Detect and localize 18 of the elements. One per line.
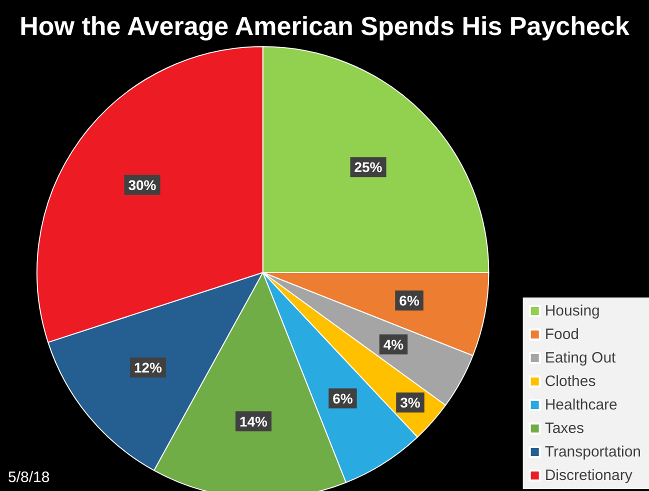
- data-label: 12%: [134, 360, 163, 376]
- legend-label: Transportation: [544, 444, 642, 460]
- legend-label: Taxes: [544, 420, 584, 437]
- data-label: 30%: [128, 176, 157, 193]
- data-label: 25%: [354, 159, 383, 176]
- legend-label: Healthcare: [544, 396, 618, 414]
- legend-label: Discretionary: [544, 467, 633, 484]
- legend-label: Housing: [544, 302, 600, 320]
- data-label: 3%: [400, 394, 421, 410]
- data-label: 6%: [399, 292, 420, 308]
- data-label: 4%: [383, 336, 404, 352]
- data-label: 6%: [332, 390, 354, 406]
- legend-label: Clothes: [544, 373, 596, 390]
- legend-label: Food: [544, 326, 580, 343]
- legend-label: Eating Out: [544, 350, 617, 366]
- text: 5/8/18: [8, 469, 50, 486]
- chart-title: How the Average American Spends His Paycheck: [20, 11, 630, 41]
- data-label: 14%: [239, 413, 268, 430]
